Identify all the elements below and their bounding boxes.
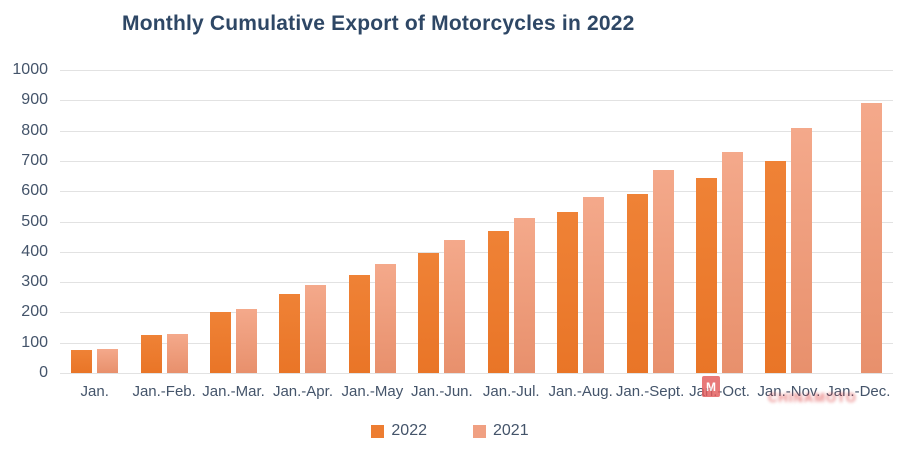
bar-group-jan-nov- [754,70,823,373]
legend-label-2022: 2022 [391,422,427,439]
bar-2022-4 [279,294,301,373]
gridline-y-200 [60,312,893,314]
bar-2022-8 [557,212,579,373]
bar-2021-12 [860,103,882,373]
y-tick-label-100: 100 [21,333,48,351]
gridline-y-1000 [60,70,893,71]
bar-group-jan-jun- [407,70,476,373]
gridline-y-300 [60,282,893,284]
y-tick-label-0: 0 [39,364,48,381]
x-tick-label-12: Jan.-Dec. [826,383,891,400]
y-tick-label-600: 600 [21,182,48,200]
x-tick-label-8: Jan.-Aug. [548,383,613,400]
bar-2022-3 [210,312,232,373]
y-tick-label-1000: 1000 [12,61,48,78]
bar-group-jan-sept- [615,70,684,373]
chart-title: Monthly Cumulative Export of Motorcycles… [122,12,635,35]
bar-2021-5 [374,263,396,373]
bar-2021-4 [305,285,327,373]
legend-swatch-2021 [473,424,486,438]
gridline-y-800 [60,130,893,132]
bar-group-jan- [60,70,129,373]
bar-series-container [60,70,893,373]
legend-item-2022: 2022 [371,422,427,440]
bar-group-jan-aug- [546,70,615,373]
bar-group-jan-jul- [477,70,546,373]
bar-2021-1 [97,348,119,373]
legend-item-2021: 2021 [473,422,529,440]
gridline-y-900 [60,100,893,102]
bar-2021-10 [722,151,743,373]
bar-2022-10 [696,177,717,373]
y-tick-label-400: 400 [21,242,48,260]
bar-2021-2 [166,333,188,373]
x-tick-label-11: Jan.-Nov. [757,383,821,400]
gridline-y-500 [60,221,893,223]
gridline-y-400 [60,251,893,253]
gridline-y-0 [60,373,893,374]
bar-2021-3 [236,309,258,373]
x-tick-label-2: Jan.-Feb. [132,383,196,400]
y-tick-label-500: 500 [21,212,48,230]
y-tick-label-200: 200 [21,303,48,321]
y-tick-label-900: 900 [21,91,48,109]
bar-2022-9 [626,194,648,373]
bar-2022-11 [765,160,787,373]
bar-2022-2 [140,335,162,373]
watermark-text: CHINAMOTO [768,390,857,405]
bar-group-jan-dec- [824,70,893,373]
bar-group-jan-apr- [268,70,337,373]
bar-2022-5 [348,274,370,373]
x-tick-label-7: Jan.-Jul. [482,383,540,400]
y-tick-label-800: 800 [21,121,48,139]
legend-swatch-2022 [371,424,385,438]
bar-group-jan-mar- [199,70,268,373]
bar-2021-6 [444,239,466,373]
bar-group-jan-may [338,70,407,373]
bar-2021-7 [513,218,535,373]
legend-label-2021: 2021 [493,422,529,439]
x-tick-label-4: Jan.-Apr. [272,383,333,400]
x-tick-label-1: Jan. [80,383,109,400]
gridline-y-700 [60,160,893,162]
bar-group-jan-feb- [129,70,198,373]
chart-legend: 2022 2021 [0,422,900,440]
x-tick-label-5: Jan.-May [341,383,404,400]
gridline-y-600 [60,191,893,193]
y-tick-label-300: 300 [21,273,48,291]
bar-2021-9 [652,170,674,373]
bar-2021-11 [791,127,813,373]
y-tick-label-700: 700 [21,151,48,169]
bar-2022-7 [487,230,509,373]
x-tick-label-6: Jan.-Jun. [410,383,473,400]
y-axis-tick-labels: 0 100 200 300 400 500 600 700 800 900 1000 [0,61,48,381]
bar-2022-1 [71,350,93,373]
x-tick-label-9: Jan.-Sept. [615,383,685,400]
plot-area [60,70,893,374]
x-axis-category-labels: Jan. Jan.-Feb. Jan.-Mar. Jan.-Apr. Jan.-May J… [60,383,893,400]
bar-group-jan-oct- [685,70,754,373]
gridline-y-100 [60,342,893,344]
x-tick-label-3: Jan.-Mar. [202,383,265,400]
watermark-logo-icon: M [702,376,720,397]
bar-2021-8 [583,197,605,373]
bar-2022-6 [418,253,440,373]
